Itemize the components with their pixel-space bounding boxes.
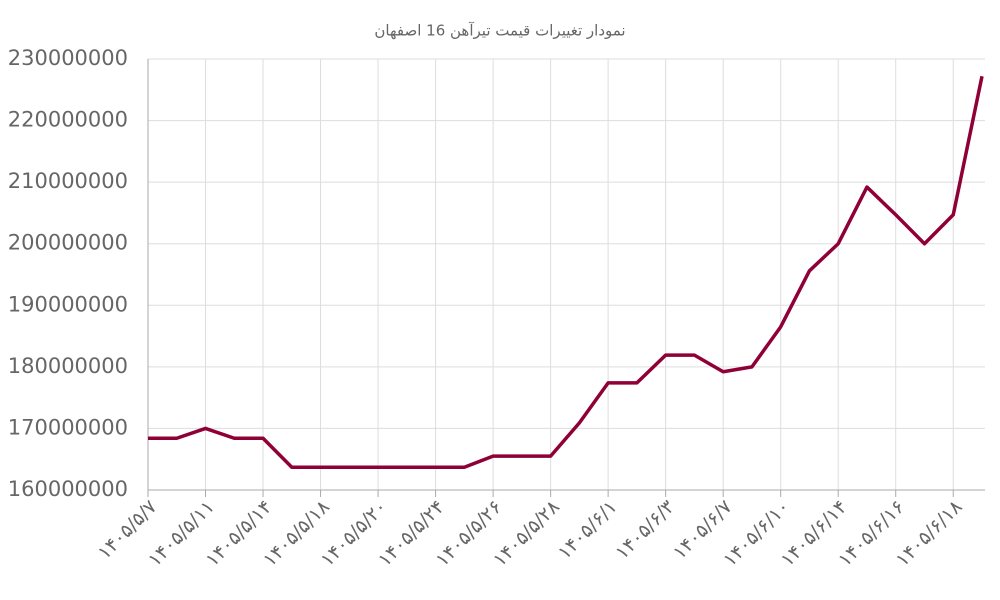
y-tick-label: 160000000 xyxy=(8,477,128,501)
y-tick-label: 220000000 xyxy=(8,108,128,132)
y-tick-label: 190000000 xyxy=(8,292,128,316)
y-tick-label: 170000000 xyxy=(8,415,128,439)
data-line xyxy=(148,75,984,469)
y-tick-label: 200000000 xyxy=(8,231,128,255)
x-tick-label: ۱۴۰۵/۶/۳ xyxy=(611,496,679,564)
chart-title: نمودار تغییرات قیمت تیرآهن 16 اصفهان xyxy=(374,22,625,40)
y-tick-label: 230000000 xyxy=(8,46,128,70)
y-tick-label: 180000000 xyxy=(8,354,128,378)
x-tick-label: ۱۴۰۵/۶/۱ xyxy=(554,496,622,564)
y-tick-label: 210000000 xyxy=(8,169,128,193)
